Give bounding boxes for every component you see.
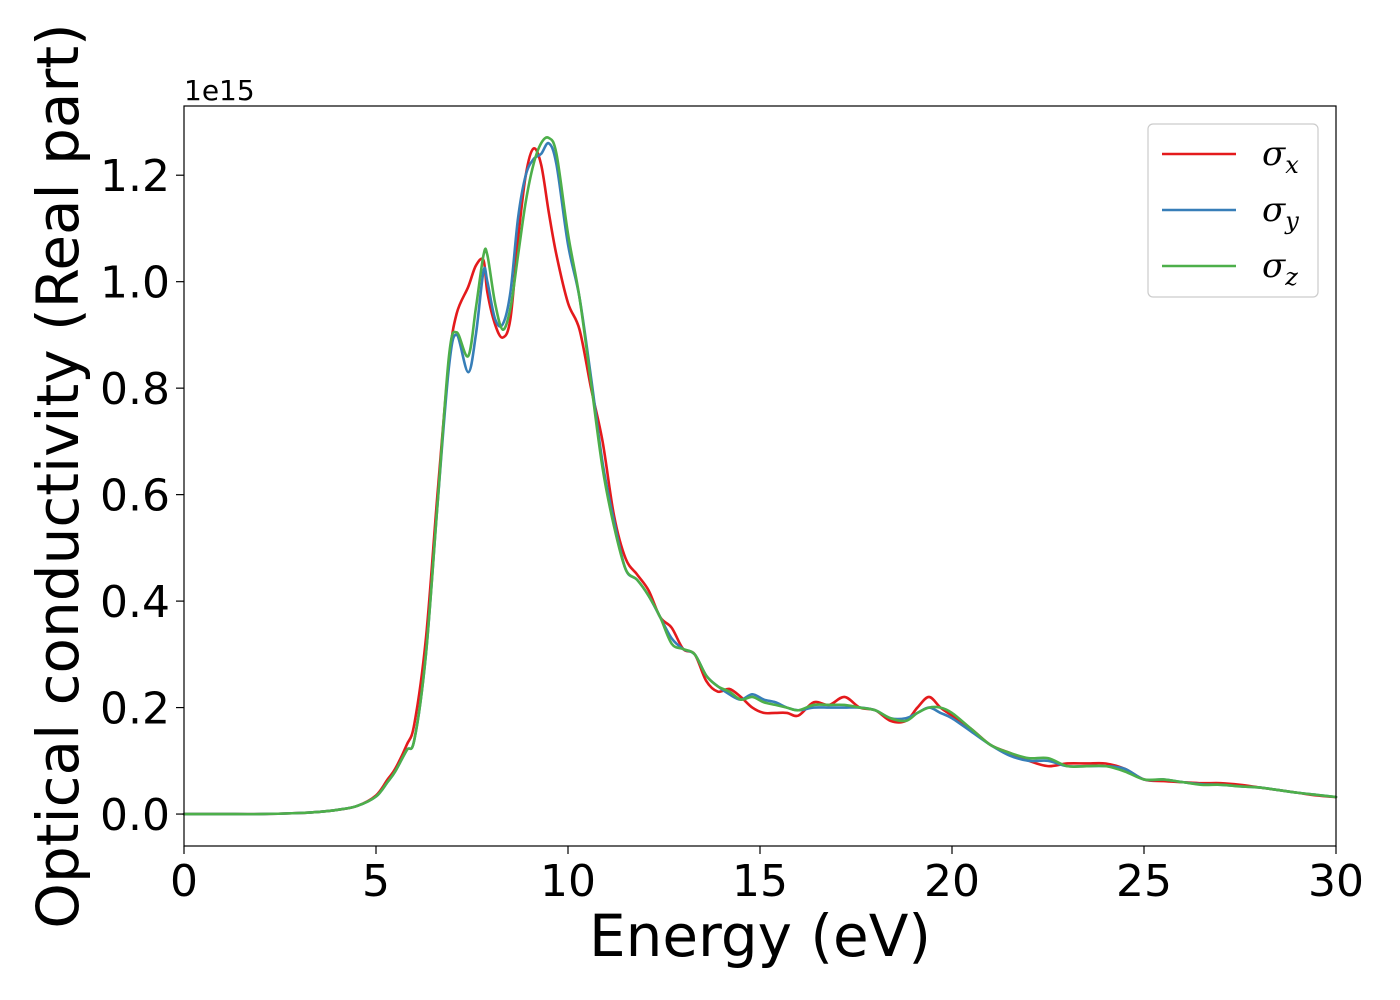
y-axis-title: Optical conductivity (Real part) [24, 23, 92, 928]
x-tick-label: 5 [362, 856, 390, 907]
y-tick-label: 0.6 [100, 471, 170, 522]
y-tick-label: 0.0 [100, 790, 170, 841]
x-tick-label: 15 [732, 856, 788, 907]
series-line-sigma-z [182, 136, 1338, 816]
y-axis: 0.0 0.2 0.4 0.6 0.8 1.0 1.2 [100, 151, 184, 841]
y-tick-label: 1.0 [100, 258, 170, 309]
x-tick-label: 20 [924, 856, 980, 907]
x-tick-label: 25 [1116, 856, 1172, 907]
x-tick-label: 30 [1308, 856, 1364, 907]
y-tick-label: 0.2 [100, 684, 170, 735]
x-axis: 0 5 10 15 20 25 30 [170, 846, 1364, 907]
x-tick-label: 0 [170, 856, 198, 907]
y-offset-text: 1e15 [184, 74, 255, 107]
plot-layer [182, 136, 1338, 816]
x-axis-title: Energy (eV) [589, 902, 931, 970]
y-tick-label: 0.4 [100, 577, 170, 628]
x-tick-label: 10 [540, 856, 596, 907]
y-tick-label: 1.2 [100, 151, 170, 202]
y-tick-label: 0.8 [100, 364, 170, 415]
legend-label-sigma-z: σz [1262, 246, 1298, 291]
